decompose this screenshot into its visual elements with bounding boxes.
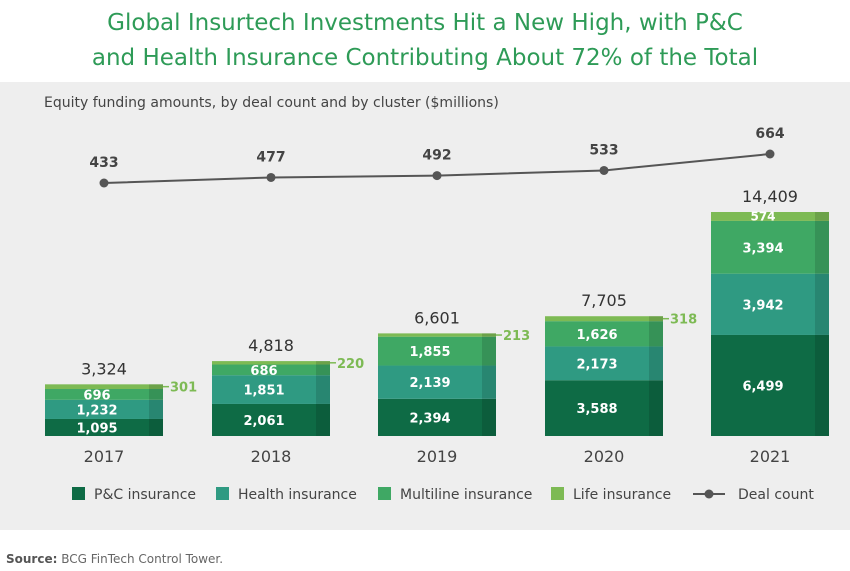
category-label-2019: 2019 — [417, 447, 458, 466]
total-label-2019: 6,601 — [414, 308, 460, 327]
label-multiline-2019: 1,855 — [409, 345, 450, 360]
bar-multiline-2021 — [711, 220, 829, 274]
source-label: Source: — [6, 552, 58, 566]
label-health-2021: 3,942 — [742, 298, 783, 313]
legend-label-pc: P&C insurance — [94, 487, 196, 503]
bar-shade-health-2018 — [316, 375, 330, 404]
bar-pc-2017 — [45, 418, 163, 436]
legend-swatch-multiline — [378, 487, 391, 500]
bar-shade-multiline-2017 — [149, 389, 163, 400]
deal-count-label-2021: 664 — [755, 126, 784, 142]
total-label-2020: 7,705 — [581, 291, 627, 310]
bar-shade-pc-2020 — [649, 380, 663, 436]
chart-panel — [0, 82, 850, 530]
deal-count-label-2019: 492 — [422, 148, 451, 164]
label-multiline-2017: 696 — [83, 388, 110, 403]
legend-swatch-health — [216, 487, 229, 500]
label-life-2020: 318 — [670, 313, 697, 328]
label-health-2017: 1,232 — [76, 403, 117, 418]
legend-label-multiline: Multiline insurance — [400, 487, 532, 503]
label-multiline-2020: 1,626 — [576, 328, 617, 343]
bar-shade-health-2019 — [482, 365, 496, 399]
legend-swatch-pc — [72, 487, 85, 500]
title-line-2: and Health Insurance Contributing About … — [91, 45, 759, 71]
label-pc-2018: 2,061 — [243, 414, 284, 429]
category-label-2020: 2020 — [584, 447, 625, 466]
bar-life-2017 — [45, 384, 163, 390]
category-label-2018: 2018 — [251, 447, 292, 466]
deal-count-label-2018: 477 — [256, 149, 285, 165]
title-line-1: Global Insurtech Investments Hit a New H… — [107, 10, 743, 36]
legend-label-deal-count: Deal count — [738, 487, 814, 503]
bar-health-2017 — [45, 399, 163, 419]
chart-title: Global Insurtech Investments Hit a New H… — [0, 6, 850, 76]
deal-count-point-2019 — [432, 171, 442, 181]
deal-count-point-2018 — [266, 172, 276, 182]
bar-shade-health-2017 — [149, 399, 163, 419]
chart-subtitle: Equity funding amounts, by deal count an… — [44, 95, 499, 111]
bar-pc-2019 — [378, 398, 496, 436]
bar-life-2019 — [378, 333, 496, 337]
source-note: Source: BCG FinTech Control Tower. — [6, 552, 223, 566]
bar-health-2019 — [378, 365, 496, 399]
source-text: BCG FinTech Control Tower. — [61, 552, 224, 566]
bar-life-2020 — [545, 316, 663, 322]
bar-health-2021 — [711, 273, 829, 335]
deal-count-label-2020: 533 — [589, 142, 618, 158]
bar-health-2018 — [212, 375, 330, 404]
deal-count-label-2017: 433 — [89, 155, 118, 171]
bar-multiline-2018 — [212, 364, 330, 376]
label-health-2018: 1,851 — [243, 384, 284, 399]
bar-multiline-2019 — [378, 336, 496, 366]
label-life-2018: 220 — [337, 357, 364, 372]
bar-multiline-2020 — [545, 321, 663, 347]
bar-shade-life-2017 — [149, 384, 163, 390]
bar-pc-2020 — [545, 380, 663, 436]
bar-shade-multiline-2019 — [482, 336, 496, 366]
bar-shade-health-2020 — [649, 346, 663, 381]
bar-life-2021 — [711, 212, 829, 221]
bar-shade-pc-2019 — [482, 398, 496, 436]
label-pc-2017: 1,095 — [76, 421, 117, 436]
bar-pc-2021 — [711, 334, 829, 436]
label-life-2019: 213 — [503, 329, 530, 344]
total-label-2021: 14,409 — [742, 187, 798, 206]
bar-shade-life-2021 — [815, 212, 829, 221]
bar-shade-multiline-2018 — [316, 364, 330, 376]
label-life-2021: 574 — [750, 209, 775, 223]
total-label-2018: 4,818 — [248, 336, 294, 355]
deal-count-point-2017 — [99, 178, 109, 188]
bar-health-2020 — [545, 346, 663, 381]
label-life-2017: 301 — [170, 381, 197, 396]
bar-shade-life-2019 — [482, 333, 496, 337]
bar-shade-life-2020 — [649, 316, 663, 322]
label-multiline-2018: 686 — [250, 364, 277, 379]
legend-label-health: Health insurance — [238, 487, 357, 503]
label-health-2020: 2,173 — [576, 357, 617, 372]
label-multiline-2021: 3,394 — [742, 241, 783, 256]
bar-shade-pc-2021 — [815, 334, 829, 436]
label-pc-2019: 2,394 — [409, 411, 450, 426]
legend-label-life: Life insurance — [573, 487, 671, 503]
bar-multiline-2017 — [45, 389, 163, 400]
bar-life-2018 — [212, 361, 330, 365]
label-health-2019: 2,139 — [409, 376, 450, 391]
category-label-2021: 2021 — [750, 447, 791, 466]
deal-count-point-2021 — [765, 149, 775, 159]
bar-shade-pc-2017 — [149, 418, 163, 436]
bar-shade-life-2018 — [316, 361, 330, 365]
bar-pc-2018 — [212, 403, 330, 436]
label-pc-2021: 6,499 — [742, 379, 783, 394]
bar-shade-pc-2018 — [316, 403, 330, 436]
label-pc-2020: 3,588 — [576, 402, 617, 417]
deal-count-point-2020 — [599, 165, 609, 175]
bar-shade-multiline-2020 — [649, 321, 663, 347]
bar-shade-multiline-2021 — [815, 220, 829, 274]
category-label-2017: 2017 — [84, 447, 125, 466]
bar-shade-health-2021 — [815, 273, 829, 335]
legend-marker-deal-count — [704, 489, 714, 499]
total-label-2017: 3,324 — [81, 359, 127, 378]
legend-swatch-life — [551, 487, 564, 500]
